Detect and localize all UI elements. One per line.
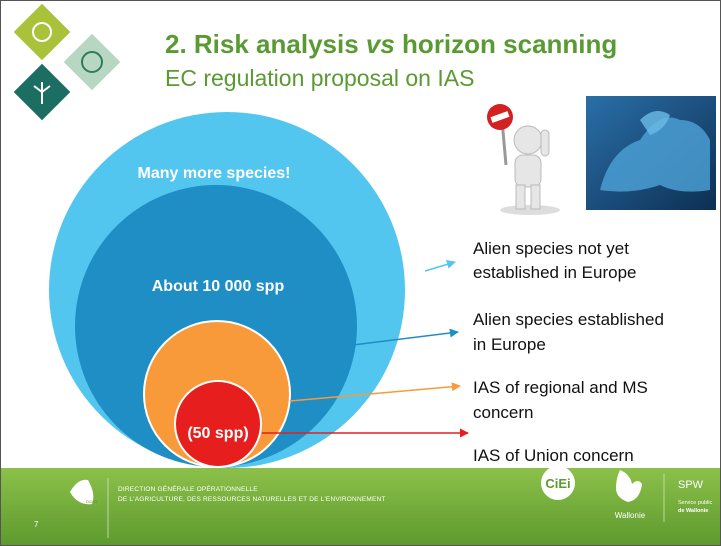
circle-label: About 10 000 spp [152,278,285,295]
spw-line: de Wallonie [678,508,708,514]
label-line: Alien species established [473,310,664,329]
spw-line: Service public [678,500,712,506]
label-line: established in Europe [473,263,637,282]
footer-line: DE L'AGRICULTURE, DES RESSOURCES NATUREL… [118,496,386,503]
page-number: 7 [34,520,39,529]
circle-label: Many more species! [138,165,291,182]
label-line: Alien species not yet [473,239,629,258]
title-part: vs [366,29,395,59]
europe-map [586,96,716,210]
label-line: concern [473,403,533,422]
spw-text: SPW [678,479,704,491]
ciei-text: CiEi [545,476,570,491]
title-part: horizon scanning [395,29,617,59]
slide: 2. Risk analysis vs horizon scanning EC … [0,0,721,546]
subtitle: EC regulation proposal on IAS [165,65,474,91]
circle-union [175,381,261,467]
title: 2. Risk analysis vs horizon scanning [165,29,617,59]
wallonie-text: Wallonie [615,511,646,520]
dgo-text: DGO3 [86,499,98,504]
label-line: IAS of Union concern [473,446,634,465]
label-line: IAS of regional and MS [473,378,648,397]
label-line: in Europe [473,335,546,354]
title-part: 2. Risk analysis [165,29,366,59]
circle-label: (50 spp) [187,425,248,442]
footer-line: DIRECTION GÉNÉRALE OPÉRATIONNELLE [118,484,258,493]
footer-band [1,468,720,545]
